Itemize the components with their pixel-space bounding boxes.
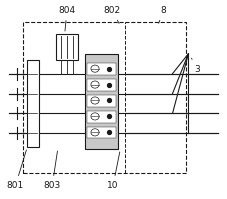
Text: 803: 803 — [44, 151, 61, 190]
Bar — [87, 95, 116, 107]
Text: 8: 8 — [159, 6, 166, 23]
Text: 801: 801 — [7, 150, 26, 190]
Text: 804: 804 — [58, 6, 76, 31]
Bar — [87, 79, 116, 91]
Text: 10: 10 — [107, 152, 120, 190]
Bar — [87, 111, 116, 123]
Bar — [87, 63, 116, 75]
Text: 3: 3 — [192, 58, 200, 74]
Text: 802: 802 — [104, 6, 121, 23]
Bar — [85, 54, 118, 149]
Bar — [56, 34, 78, 60]
Bar — [23, 22, 186, 173]
Bar — [87, 127, 116, 139]
Bar — [27, 60, 39, 147]
